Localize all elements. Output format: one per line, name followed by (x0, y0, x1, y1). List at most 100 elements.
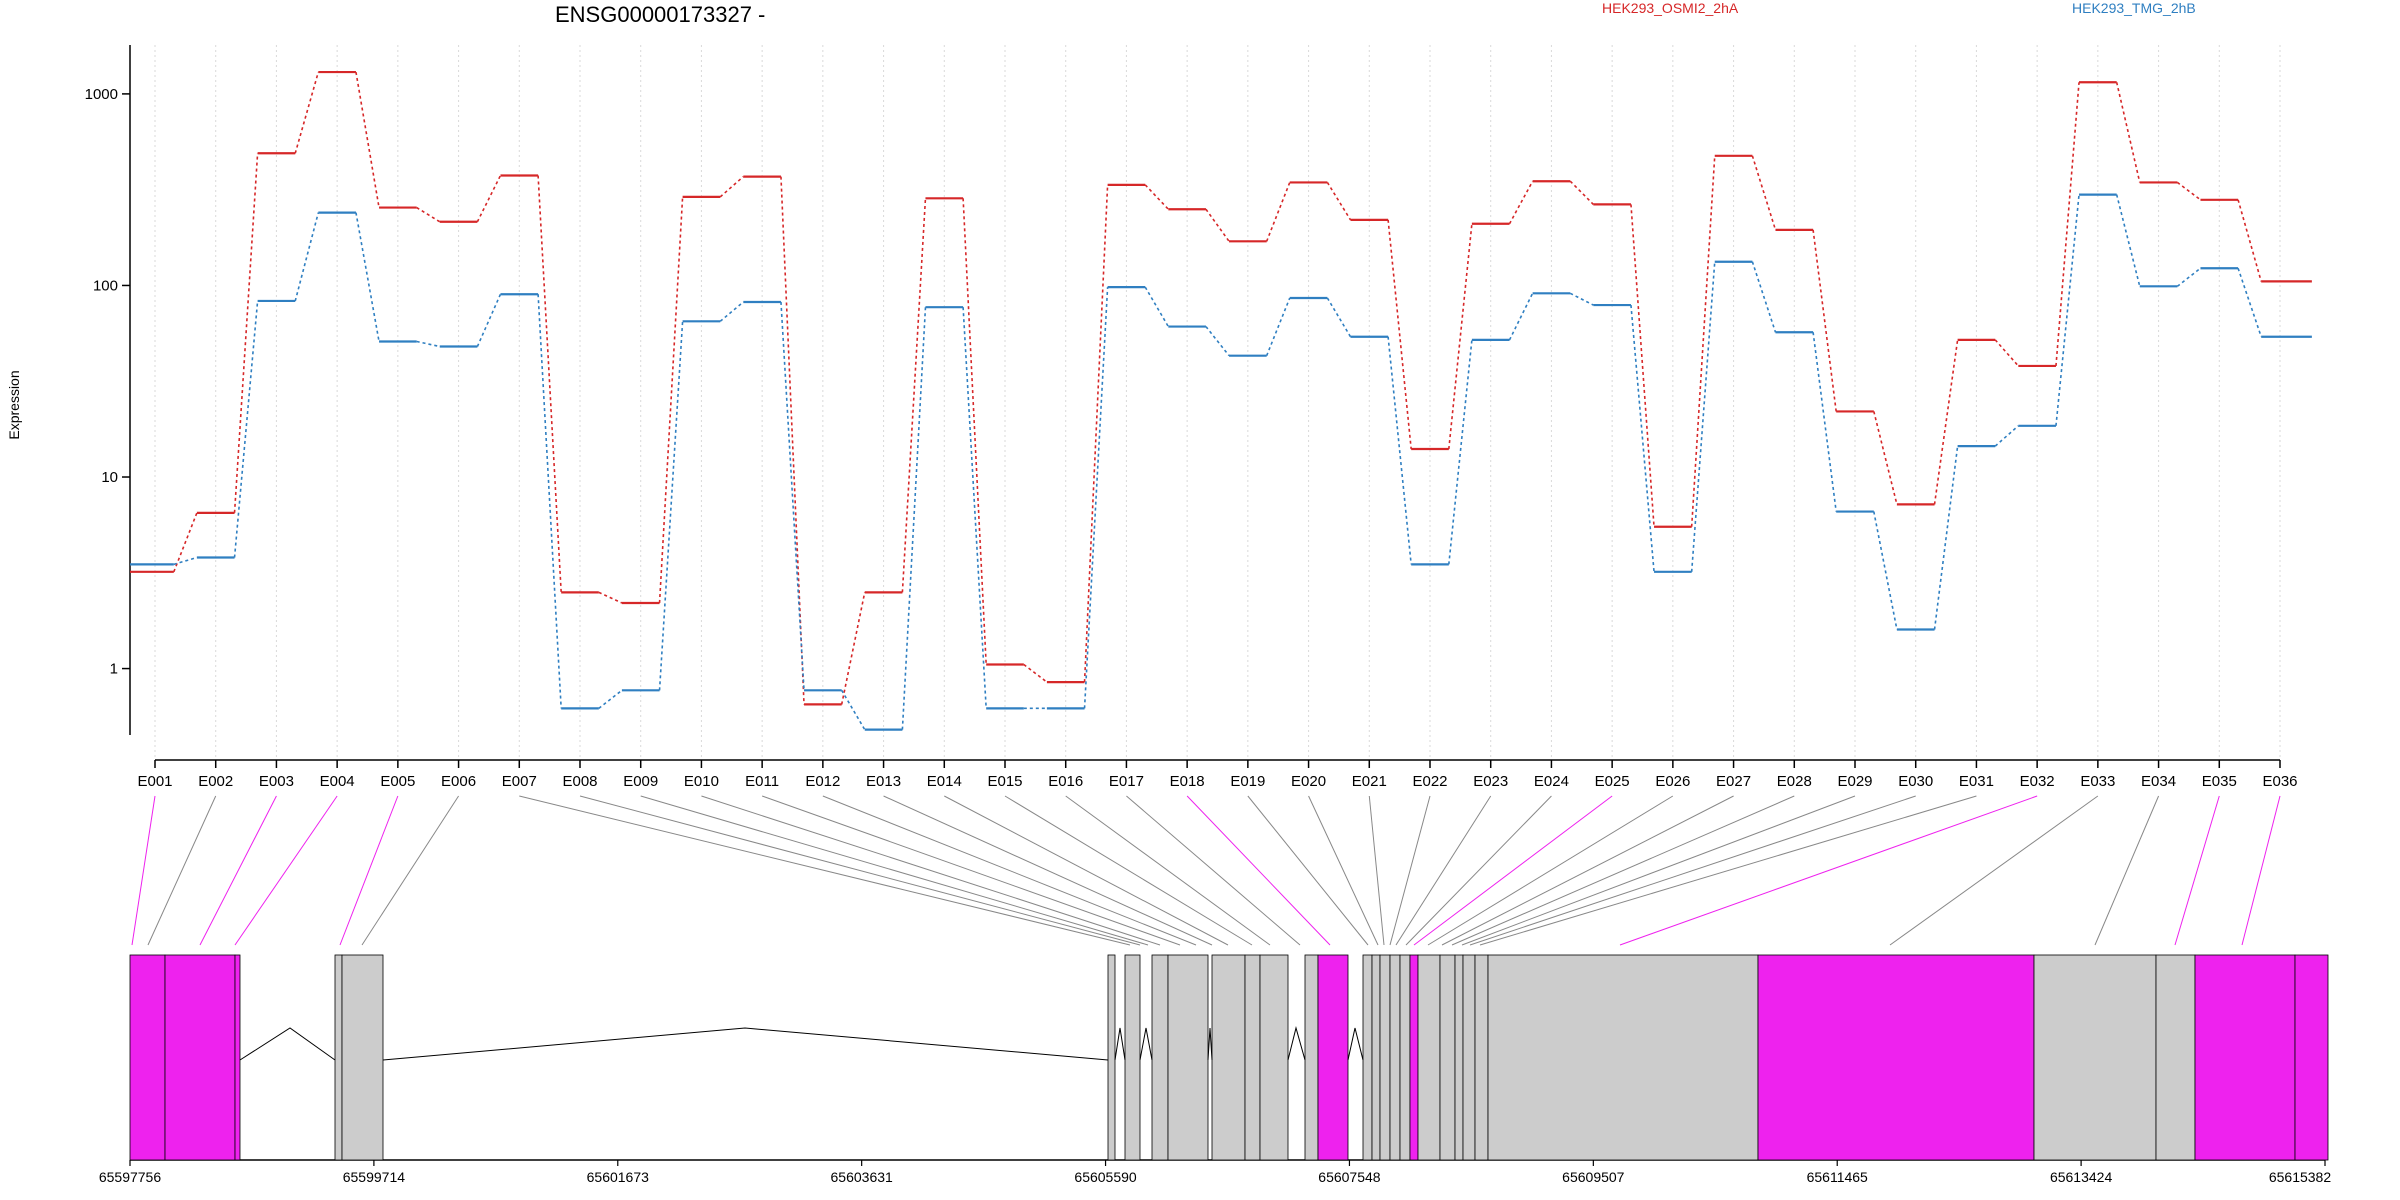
x-tick-label: E005 (380, 773, 415, 790)
series-transition (962, 307, 987, 709)
series-1 (130, 193, 2312, 731)
exon-connector (640, 795, 1149, 946)
x-tick-label: E014 (927, 773, 962, 790)
exon-connector (822, 795, 1197, 946)
x-tick-label: E011 (745, 773, 779, 790)
x-tick-label: E003 (259, 773, 294, 790)
series-transition (1933, 446, 1959, 630)
series-transition (233, 153, 259, 513)
series-transition (2176, 267, 2201, 287)
series-transition (840, 689, 866, 731)
x-tick-label: E019 (1230, 773, 1265, 790)
series-transition (901, 198, 927, 593)
series-transition (233, 300, 259, 558)
exon-box (1409, 954, 1419, 1161)
series-transition (1994, 339, 2019, 367)
legend-item-osmi2: HEK293_OSMI2_2hA (1602, 0, 1739, 16)
vertical-gridlines (154, 45, 2281, 760)
exon-box (1317, 954, 1349, 1161)
axes: 1 10 100 1000 E001 E002 E003 E004 E005 E006 E007 E0… (85, 45, 2298, 790)
exon-connector (1461, 795, 1856, 946)
series-transition (598, 689, 623, 709)
x-tick-label: E017 (1109, 773, 1144, 790)
x-tick-label: E024 (1534, 773, 1569, 790)
series-transition (962, 198, 987, 665)
series-transition (2176, 181, 2201, 201)
exon-connector (2094, 795, 2160, 946)
y-tick-label: 100 (93, 277, 118, 294)
exon-connector (579, 795, 1141, 946)
series-transition (1630, 204, 1655, 527)
exon-connector (1619, 795, 2038, 946)
x-tick-label: E028 (1777, 773, 1812, 790)
x-tick-label: E020 (1291, 773, 1326, 790)
exon-box (129, 954, 166, 1161)
exon-box (2033, 954, 2157, 1161)
series-transition (173, 512, 198, 573)
exon-box (1757, 954, 2035, 1161)
intron-line (1347, 1027, 1364, 1061)
series-transition (2115, 194, 2141, 287)
y-tick-label: 1000 (85, 86, 118, 103)
exon-connector (761, 795, 1181, 946)
exon-connector (1413, 795, 1613, 946)
exon-box (1167, 954, 1209, 1161)
series-transition (173, 556, 198, 566)
series-transition (780, 301, 805, 691)
series-transition (1265, 182, 1291, 242)
series-transition (2237, 267, 2262, 337)
series-transition (294, 71, 320, 154)
series-transition (416, 340, 440, 348)
exon-connector (519, 795, 1131, 946)
exon-connector (1126, 795, 1301, 946)
exon-connector (234, 795, 338, 946)
genomic-tick-label: 65601673 (587, 1169, 650, 1185)
series-transition (1569, 180, 1594, 205)
x-tick-label: E025 (1595, 773, 1630, 790)
exon-connectors (131, 795, 2281, 946)
intron-line (1287, 1026, 1306, 1061)
series-transition (1873, 411, 1898, 505)
series-lines (130, 70, 2312, 731)
exon-connector (1427, 795, 1674, 946)
exon-box (1474, 954, 1489, 1161)
x-tick-label: E030 (1898, 773, 1933, 790)
exon-box (1417, 954, 1441, 1161)
x-tick-label: E026 (1655, 773, 1690, 790)
series-transition (1326, 297, 1352, 338)
x-tick-label: E013 (866, 773, 901, 790)
exon-box (2155, 954, 2196, 1161)
series-transition (1326, 182, 1352, 221)
series-transition (1144, 286, 1170, 327)
x-tick-label: E036 (2262, 773, 2297, 790)
exon-connector (1469, 795, 1916, 946)
genomic-tick-label: 65615382 (2269, 1169, 2332, 1185)
y-tick-label: 1 (110, 661, 118, 678)
series-transition (1205, 326, 1230, 357)
gene-model: 65597756 65599714 65601673 65603631 65605590… (99, 954, 2332, 1185)
exon-connector (1308, 795, 1379, 946)
x-tick-label: E012 (805, 773, 840, 790)
series-transition (1933, 339, 1959, 505)
series-transition (1144, 184, 1169, 210)
series-transition (1508, 292, 1534, 341)
exon-connector (1186, 795, 1331, 946)
series-transition (2237, 199, 2262, 282)
exon-connector (1247, 795, 1369, 946)
series-transition (719, 301, 744, 322)
series-transition (1812, 229, 1837, 412)
x-tick-label: E029 (1837, 773, 1872, 790)
x-tick-label: E021 (1352, 773, 1387, 790)
exon-box (164, 954, 236, 1161)
exon-connector (1065, 795, 1271, 946)
exon-box (1399, 954, 1411, 1161)
exon-box (1454, 954, 1464, 1161)
exon-connector (199, 795, 277, 946)
legend-item-tmg: HEK293_TMG_2hB (2072, 0, 2196, 16)
genomic-tick-label: 65611465 (1807, 1169, 1868, 1185)
exon-connector (1389, 795, 1431, 946)
exon-box (234, 954, 241, 1161)
exon-box (334, 954, 343, 1161)
series-transition (1690, 155, 1716, 527)
series-transition (537, 175, 562, 593)
